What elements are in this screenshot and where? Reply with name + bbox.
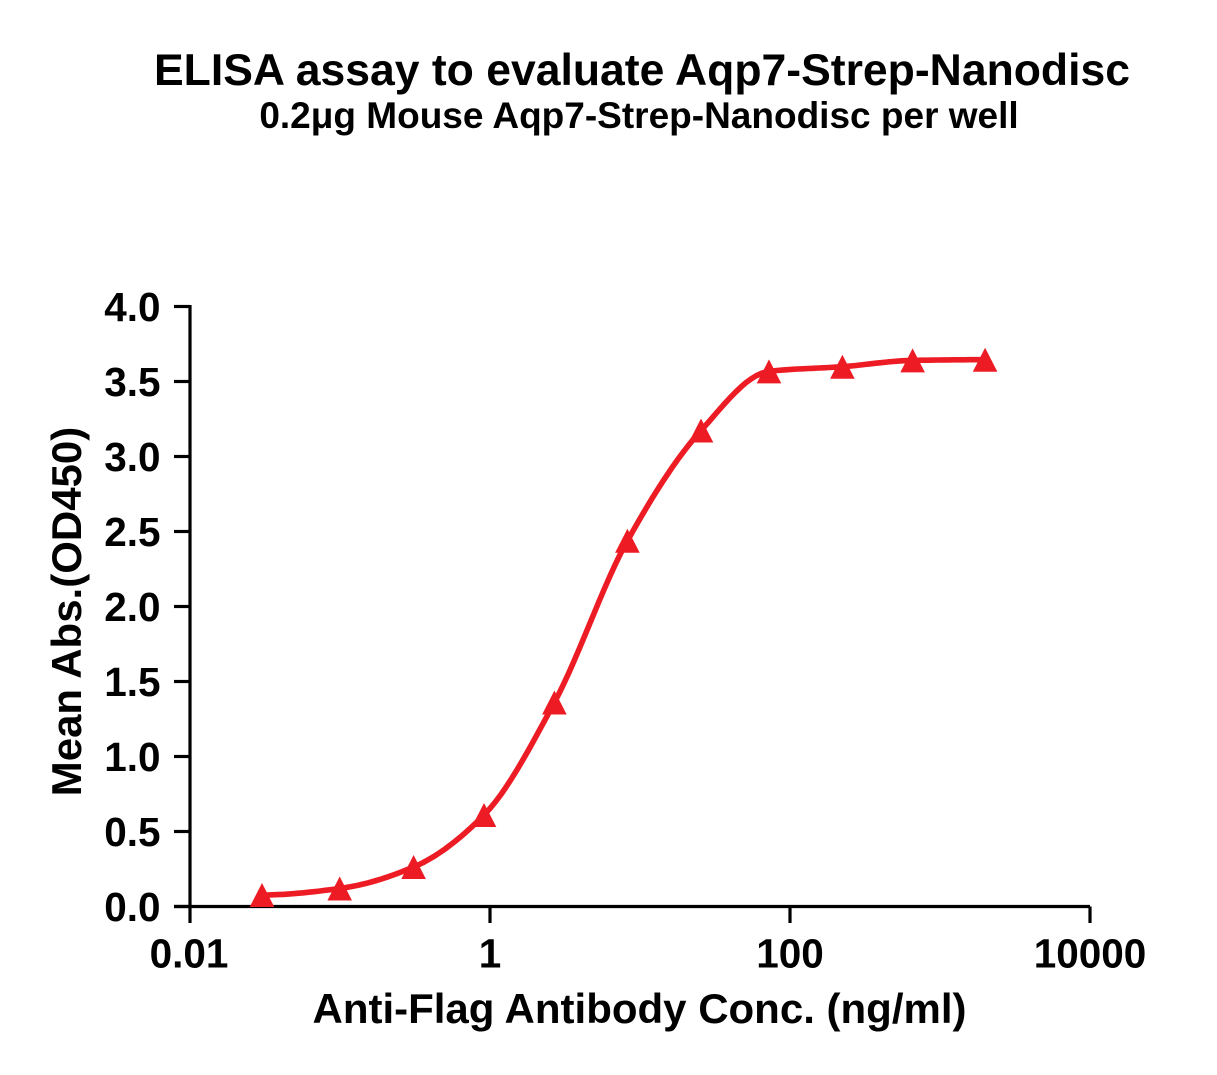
svg-text:0.0: 0.0 <box>104 884 160 930</box>
svg-text:1: 1 <box>479 931 502 977</box>
svg-text:100: 100 <box>756 931 824 977</box>
svg-text:1.5: 1.5 <box>104 659 160 705</box>
svg-text:3.5: 3.5 <box>104 359 160 405</box>
svg-text:0.01: 0.01 <box>150 931 229 977</box>
svg-text:2.5: 2.5 <box>104 509 160 555</box>
svg-text:0.5: 0.5 <box>104 809 160 855</box>
svg-text:4.0: 4.0 <box>104 284 160 330</box>
svg-text:2.0: 2.0 <box>104 584 160 630</box>
svg-text:0.2μg Mouse Aqp7-Strep-Nanodis: 0.2μg Mouse Aqp7-Strep-Nanodisc per well <box>259 95 1018 136</box>
svg-text:10000: 10000 <box>1034 931 1147 977</box>
svg-text:Anti-Flag Antibody Conc. (ng/m: Anti-Flag Antibody Conc. (ng/ml) <box>312 985 966 1032</box>
svg-text:3.0: 3.0 <box>104 434 160 480</box>
svg-text:ELISA assay to evaluate Aqp7-S: ELISA assay to evaluate Aqp7-Strep-Nanod… <box>154 46 1130 95</box>
svg-text:Mean Abs.(OD450): Mean Abs.(OD450) <box>43 427 90 797</box>
svg-text:1.0: 1.0 <box>104 734 160 780</box>
